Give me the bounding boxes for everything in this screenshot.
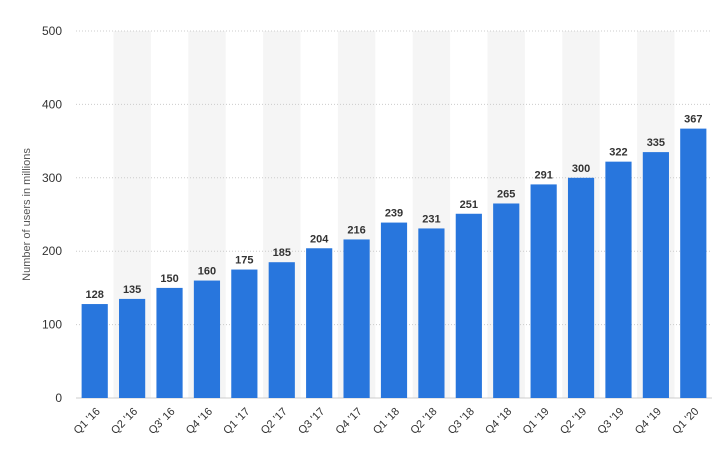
data-label: 265 [497,188,515,200]
y-tick-label: 100 [42,318,62,332]
x-axis-ticks: Q1 '16 Q2 '16 Q3' 16 Q4 '16 Q1 '17 Q2 '17 Q3 '… [72,406,702,437]
data-label: 160 [198,266,216,278]
x-tick-label: Q2 '16 [109,406,140,437]
data-label: 231 [422,213,440,225]
bar [380,222,408,398]
y-tick-label: 0 [55,391,62,405]
x-tick-label: Q2 '17 [259,406,290,437]
data-label: 239 [385,208,403,220]
x-tick-label: Q3 '19 [595,406,626,437]
y-axis-ticks: 0 100 200 300 400 500 [42,24,62,405]
x-tick-label: Q3 '17 [296,406,327,437]
data-labels: 128 135 150 160 175 185 204 216 239 231 251 265 291 3… [86,114,703,301]
y-tick-label: 300 [42,171,62,185]
y-axis-label: Number of users in millions [21,148,33,281]
x-tick-label: Q4 '18 [483,406,514,437]
bar [680,128,707,398]
data-label: 135 [123,284,141,296]
x-tick-label: Q1 '16 [72,406,103,437]
data-label: 204 [310,233,329,245]
x-tick-label: Q3' 16 [146,406,177,437]
bar [642,152,669,398]
x-tick-label: Q1 '19 [521,406,552,437]
y-tick-label: 500 [42,24,62,38]
bar [193,280,221,398]
bar [119,298,146,398]
x-tick-label: Q2 '18 [408,406,439,437]
data-label: 291 [534,169,552,181]
data-label: 322 [609,147,627,159]
bar [455,213,482,398]
bar [156,287,183,398]
data-label: 128 [86,289,104,301]
bar [605,161,632,398]
bar [567,177,595,398]
bar [530,184,557,398]
y-tick-label: 200 [42,244,62,258]
x-tick-label: Q1 '20 [670,406,701,437]
data-label: 185 [273,247,291,259]
bar [81,304,108,398]
bar [306,248,333,398]
x-tick-label: Q1 '17 [221,406,252,437]
x-tick-label: Q4 '16 [184,406,215,437]
bar [231,269,258,398]
data-label: 150 [160,273,178,285]
x-tick-label: Q1 '18 [371,406,402,437]
data-label: 175 [235,255,253,267]
data-label: 300 [572,163,590,175]
x-tick-label: Q2 '19 [558,406,589,437]
x-tick-label: Q4 '17 [334,406,365,437]
data-label: 216 [347,224,365,236]
bar [343,239,370,398]
x-tick-label: Q3 '18 [446,406,477,437]
data-label: 335 [647,137,665,149]
bar [493,203,520,398]
bar [418,228,445,398]
bars [81,128,707,398]
y-tick-label: 400 [42,97,62,111]
x-tick-label: Q4 '19 [633,406,664,437]
bar [268,262,295,398]
data-label: 251 [460,199,478,211]
data-label: 367 [684,114,702,126]
